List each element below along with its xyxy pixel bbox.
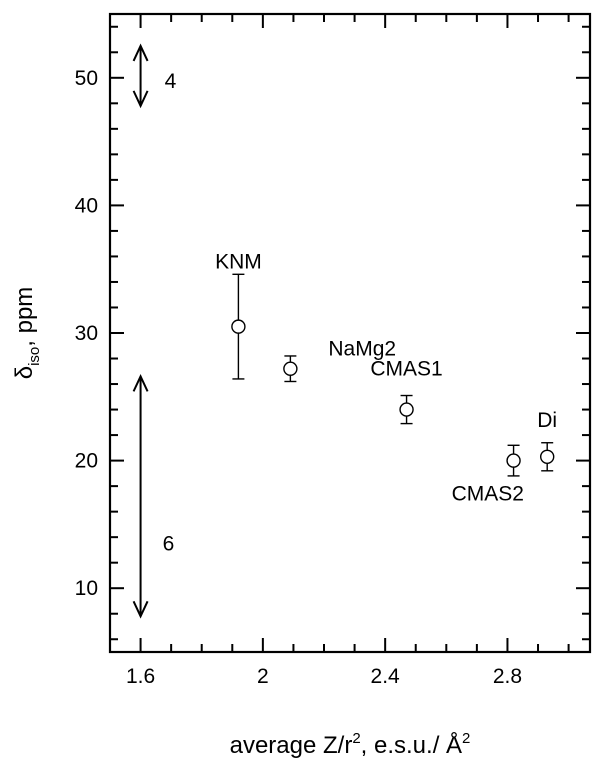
range-arrow-label: 4 — [165, 70, 177, 93]
range-annotations: 46 — [132, 43, 177, 619]
range-arrow-head-top — [132, 374, 149, 392]
data-point-label: KNM — [215, 251, 262, 274]
data-point-label: NaMg2 — [328, 338, 396, 361]
x-tick-label: 2.8 — [493, 665, 522, 688]
data-point — [231, 319, 246, 334]
range-arrow-head-bottom — [132, 600, 149, 619]
data-point — [283, 361, 298, 376]
data-point-label: CMAS1 — [370, 358, 442, 381]
y-tick-label: 10 — [75, 577, 98, 600]
data-point — [506, 453, 521, 468]
range-arrow-head-bottom — [132, 90, 149, 109]
data-point — [399, 402, 414, 417]
plot-frame — [108, 12, 592, 654]
x-tick-label: 2 — [257, 665, 269, 688]
axis-ticks: 1.6 2 2.4 2.8 10 20 30 40 50 — [75, 14, 590, 688]
range-arrow-head-top — [132, 43, 149, 62]
data-point-label: Di — [537, 409, 557, 432]
y-tick-label: 40 — [75, 194, 98, 217]
data-point-label: CMAS2 — [452, 483, 524, 506]
y-axis-title: δiso, ppm — [11, 287, 43, 380]
y-tick-label: 20 — [75, 450, 98, 473]
x-tick-label: 1.6 — [126, 665, 155, 688]
y-tick-label: 50 — [75, 67, 98, 90]
y-tick-label: 30 — [75, 322, 98, 345]
x-axis-title: average Z/r2, e.s.u./ Å2 — [230, 730, 471, 759]
x-tick-label: 2.4 — [371, 665, 401, 688]
data-point — [539, 449, 555, 464]
range-arrow-label: 6 — [163, 533, 175, 556]
